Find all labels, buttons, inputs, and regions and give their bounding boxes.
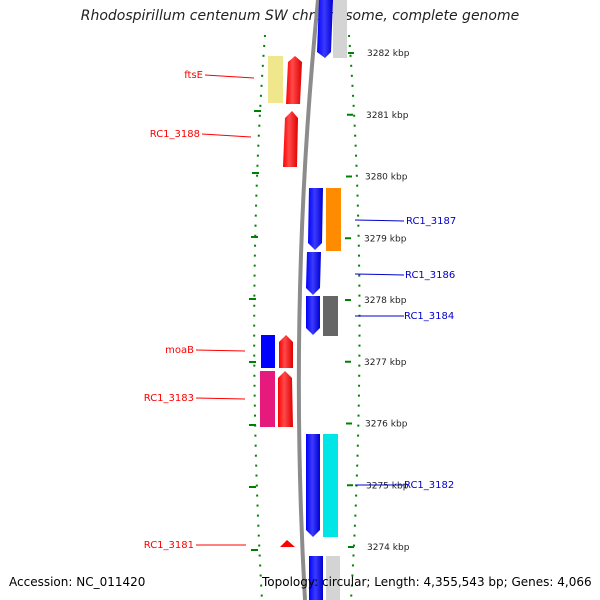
position-tick [346,175,352,178]
cog-feature-ftsE [268,56,283,103]
gene-feature-reverse-top [317,0,333,58]
position-tick-label: 3274 kbp [367,543,410,553]
gene-feature-RC1_3184 [306,296,320,335]
position-tick [346,422,352,425]
position-tick [348,546,354,548]
cog-feature-top [333,0,347,58]
gene-feature-RC1_3188 [283,111,298,167]
gene-feature-moaB [279,335,293,368]
position-tick-label: 3278 kbp [364,296,407,306]
topology-text: Topology: circular; Length: 4,355,543 bp… [262,575,592,589]
cog-feature-bottom [326,556,340,600]
gene-label: RC1_3188 [150,129,200,140]
gene-label: ftsE [184,70,203,81]
gene-label: RC1_3187 [406,216,456,227]
position-tick-label: 3275 kbp [366,481,409,491]
cog-feature-RC1_3183 [260,371,275,427]
left-tick-marks [249,110,261,551]
gene-feature-reverse-bottom [309,556,323,600]
gene-label: RC1_3186 [405,270,455,281]
position-tick [345,360,351,363]
gene-labels-right: RC1_3187 RC1_3186 RC1_3184 RC1_3182 [404,216,456,491]
position-tick-label: 3276 kbp [365,420,408,430]
gene-feature-RC1_3183 [278,371,293,427]
gene-label: RC1_3184 [404,311,454,322]
gene-labels-left: ftsE RC1_3188 moaB RC1_3183 RC1_3181 [144,70,203,551]
gene-label: RC1_3183 [144,393,194,404]
gene-label: RC1_3182 [404,480,454,491]
map-title: Rhodospirillum centenum SW chromosome, c… [80,8,520,24]
position-tick [347,113,353,116]
gene-feature-ftsE [286,56,302,104]
position-tick-label: 3282 kbp [367,49,410,59]
gene-feature-RC1_3187 [308,188,323,250]
chromosome-backbone [296,0,320,600]
position-tick-label: 3281 kbp [366,111,409,121]
position-tick [348,52,354,54]
position-tick [345,299,351,301]
position-tick-label: 3279 kbp [364,234,407,244]
gene-label: RC1_3181 [144,540,194,551]
position-tick [345,237,351,240]
cog-feature-moaB [261,335,275,368]
gene-feature-RC1_3186 [306,252,321,295]
cog-feature-RC1_3182 [323,434,338,537]
position-ticks: 3282 kbp 3281 kbp 3280 kbp 3279 kbp 3278 kbp… [345,49,410,553]
position-tick-label: 3277 kbp [364,358,407,368]
cog-feature-RC1_3187 [326,188,341,251]
gene-feature-RC1_3182 [306,434,320,537]
cog-feature-RC1_3184 [323,296,338,336]
position-tick [347,484,353,487]
gene-label: moaB [165,345,194,356]
gene-feature-RC1_3181 [280,540,295,547]
label-leaders [195,74,405,546]
accession-text: Accession: NC_011420 [9,575,146,589]
position-tick-label: 3280 kbp [365,173,408,183]
